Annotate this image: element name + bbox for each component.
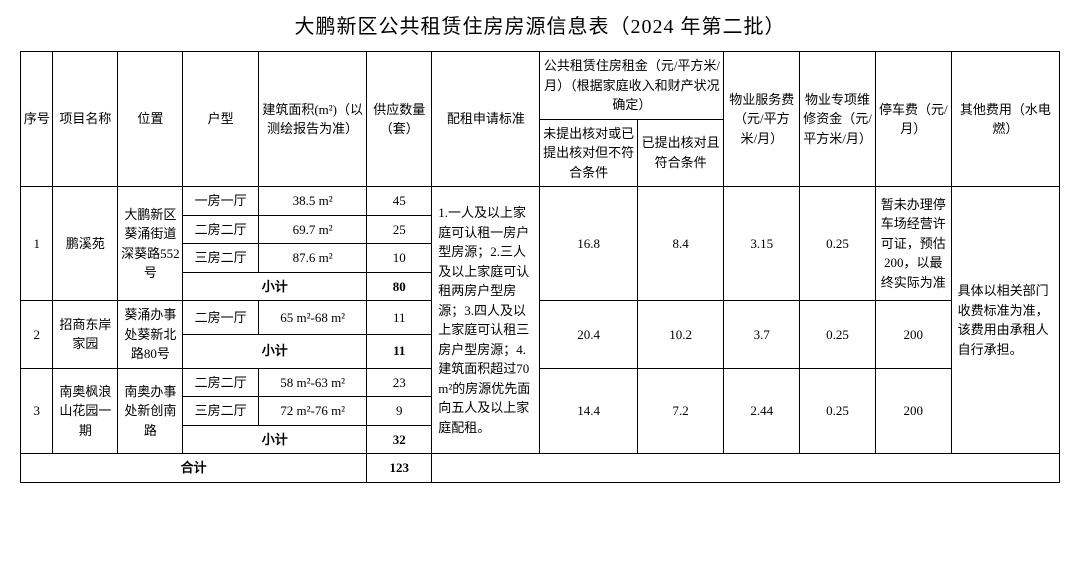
cell-name: 南奥枫浪山花园一期 [53, 368, 118, 454]
cell-rent2: 8.4 [637, 187, 724, 301]
cell-fund: 0.25 [800, 301, 876, 369]
cell-svc: 2.44 [724, 368, 800, 454]
table-row: 2 招商东岸家园 葵涌办事处葵新北路80号 二房一厅 65 m²-68 m² 1… [21, 301, 1060, 335]
header-type: 户型 [183, 52, 259, 187]
cell-seq: 2 [21, 301, 53, 369]
header-area: 建筑面积(m²)（以测绘报告为准） [259, 52, 367, 187]
cell-std: 1.一人及以上家庭可认租一房户型房源；2.三人及以上家庭可认租两房户型房源；3.… [432, 187, 540, 454]
cell-qty: 25 [367, 215, 432, 244]
total-row: 合计 123 [21, 454, 1060, 483]
table-title: 大鹏新区公共租赁住房房源信息表（2024 年第二批） [20, 10, 1060, 39]
cell-seq: 1 [21, 187, 53, 301]
header-loc: 位置 [118, 52, 183, 187]
cell-subtotal-qty: 80 [367, 272, 432, 301]
housing-table: 序号 项目名称 位置 户型 建筑面积(m²)（以测绘报告为准） 供应数量（套） … [20, 51, 1060, 483]
cell-park: 暂未办理停车场经营许可证，预估200，以最终实际为准 [875, 187, 951, 301]
cell-rent1: 16.8 [540, 187, 637, 301]
header-name: 项目名称 [53, 52, 118, 187]
header-rent-group: 公共租赁住房租金（元/平方米/月）（根据家庭收入和财产状况确定） [540, 52, 724, 120]
header-park: 停车费（元/月） [875, 52, 951, 187]
cell-total-blank [432, 454, 1060, 483]
cell-qty: 11 [367, 301, 432, 335]
cell-qty: 23 [367, 368, 432, 397]
header-rent2: 已提出核对且符合条件 [637, 119, 724, 187]
cell-seq: 3 [21, 368, 53, 454]
cell-subtotal-label: 小计 [183, 272, 367, 301]
cell-subtotal-label: 小计 [183, 334, 367, 368]
header-fund: 物业专项维修资金（元/平方米/月） [800, 52, 876, 187]
cell-loc: 葵涌办事处葵新北路80号 [118, 301, 183, 369]
cell-qty: 10 [367, 244, 432, 273]
header-std: 配租申请标准 [432, 52, 540, 187]
table-row: 3 南奥枫浪山花园一期 南奥办事处新创南路 二房二厅 58 m²-63 m² 2… [21, 368, 1060, 397]
cell-park: 200 [875, 368, 951, 454]
cell-rent2: 7.2 [637, 368, 724, 454]
cell-rent2: 10.2 [637, 301, 724, 369]
cell-qty: 9 [367, 397, 432, 426]
cell-subtotal-qty: 11 [367, 334, 432, 368]
cell-name: 鹏溪苑 [53, 187, 118, 301]
cell-fund: 0.25 [800, 368, 876, 454]
cell-qty: 45 [367, 187, 432, 216]
cell-name: 招商东岸家园 [53, 301, 118, 369]
cell-subtotal-label: 小计 [183, 425, 367, 454]
cell-svc: 3.7 [724, 301, 800, 369]
cell-rent1: 20.4 [540, 301, 637, 369]
cell-subtotal-qty: 32 [367, 425, 432, 454]
header-svc: 物业服务费（元/平方米/月） [724, 52, 800, 187]
cell-area: 87.6 m² [259, 244, 367, 273]
cell-type: 二房一厅 [183, 301, 259, 335]
cell-svc: 3.15 [724, 187, 800, 301]
cell-type: 三房二厅 [183, 397, 259, 426]
cell-area: 58 m²-63 m² [259, 368, 367, 397]
cell-fund: 0.25 [800, 187, 876, 301]
cell-type: 二房二厅 [183, 368, 259, 397]
cell-area: 69.7 m² [259, 215, 367, 244]
cell-loc: 南奥办事处新创南路 [118, 368, 183, 454]
cell-other: 具体以相关部门收费标准为准，该费用由承租人自行承担。 [951, 187, 1059, 454]
cell-type: 三房二厅 [183, 244, 259, 273]
cell-type: 二房二厅 [183, 215, 259, 244]
header-seq: 序号 [21, 52, 53, 187]
cell-type: 一房一厅 [183, 187, 259, 216]
cell-area: 65 m²-68 m² [259, 301, 367, 335]
header-qty: 供应数量（套） [367, 52, 432, 187]
cell-total-qty: 123 [367, 454, 432, 483]
cell-rent1: 14.4 [540, 368, 637, 454]
header-rent1: 未提出核对或已提出核对但不符合条件 [540, 119, 637, 187]
header-other: 其他费用（水电燃） [951, 52, 1059, 187]
cell-park: 200 [875, 301, 951, 369]
cell-area: 72 m²-76 m² [259, 397, 367, 426]
cell-area: 38.5 m² [259, 187, 367, 216]
table-row: 1 鹏溪苑 大鹏新区葵涌街道深葵路552号 一房一厅 38.5 m² 45 1.… [21, 187, 1060, 216]
cell-loc: 大鹏新区葵涌街道深葵路552号 [118, 187, 183, 301]
cell-total-label: 合计 [21, 454, 367, 483]
